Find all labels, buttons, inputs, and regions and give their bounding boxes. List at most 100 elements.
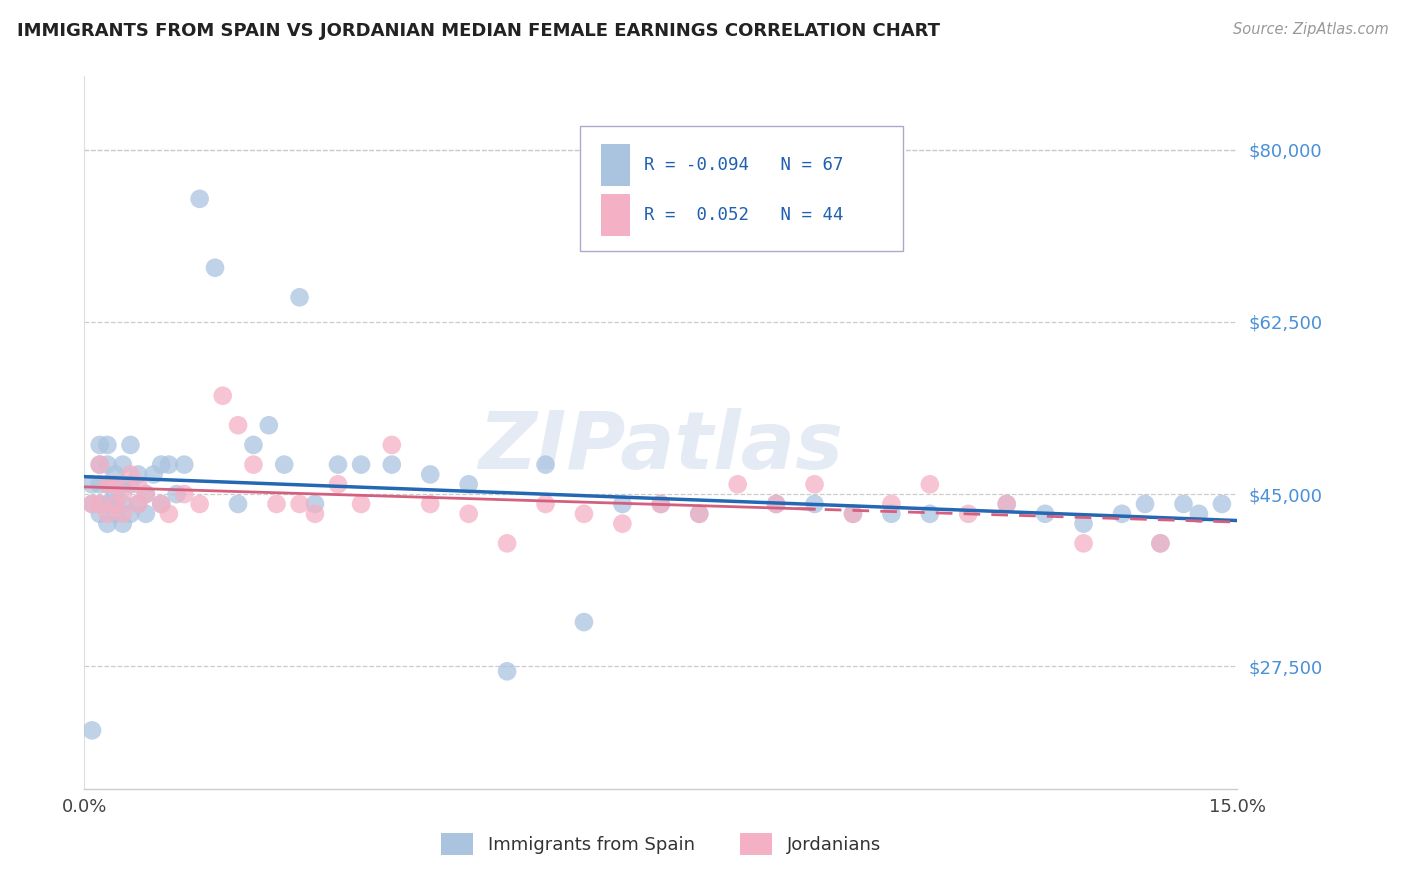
Point bbox=[120, 507, 142, 521]
Point bbox=[288, 497, 311, 511]
Point bbox=[104, 487, 127, 501]
Point bbox=[842, 507, 865, 521]
Point bbox=[120, 477, 142, 491]
Point bbox=[96, 516, 118, 531]
Point bbox=[157, 507, 180, 521]
FancyBboxPatch shape bbox=[600, 144, 630, 186]
Point bbox=[257, 418, 280, 433]
Point bbox=[612, 516, 634, 531]
Point bbox=[135, 507, 157, 521]
Point bbox=[80, 477, 103, 491]
Point bbox=[326, 477, 349, 491]
Point bbox=[120, 438, 142, 452]
Point bbox=[96, 507, 118, 521]
Point bbox=[188, 192, 211, 206]
Point bbox=[96, 477, 118, 491]
Point bbox=[304, 497, 326, 511]
Point bbox=[89, 458, 111, 472]
Point bbox=[534, 497, 557, 511]
Point bbox=[104, 467, 127, 482]
Point bbox=[688, 507, 710, 521]
Point bbox=[111, 477, 134, 491]
Point bbox=[135, 487, 157, 501]
Point bbox=[188, 497, 211, 511]
Point bbox=[89, 497, 111, 511]
Point bbox=[995, 497, 1018, 511]
FancyBboxPatch shape bbox=[581, 126, 903, 251]
Point bbox=[89, 477, 111, 491]
Point bbox=[266, 497, 288, 511]
Point bbox=[1149, 536, 1171, 550]
Point bbox=[127, 497, 149, 511]
Point bbox=[880, 497, 903, 511]
Point bbox=[1133, 497, 1156, 511]
Point bbox=[381, 458, 404, 472]
Point bbox=[1111, 507, 1133, 521]
Point bbox=[157, 458, 180, 472]
Point bbox=[288, 290, 311, 304]
Point bbox=[150, 497, 173, 511]
Point bbox=[1033, 507, 1056, 521]
Point bbox=[127, 477, 149, 491]
Point bbox=[111, 458, 134, 472]
Point bbox=[842, 507, 865, 521]
Point bbox=[957, 507, 980, 521]
Point bbox=[1073, 516, 1095, 531]
Point bbox=[111, 507, 134, 521]
Point bbox=[104, 507, 127, 521]
Point bbox=[89, 458, 111, 472]
Point bbox=[120, 467, 142, 482]
Point bbox=[242, 458, 264, 472]
Point bbox=[111, 487, 134, 501]
Point bbox=[457, 507, 479, 521]
Text: ZIPatlas: ZIPatlas bbox=[478, 408, 844, 486]
Point bbox=[572, 507, 595, 521]
Point bbox=[612, 497, 634, 511]
Point bbox=[419, 467, 441, 482]
Point bbox=[650, 497, 672, 511]
Point bbox=[89, 497, 111, 511]
Point bbox=[96, 438, 118, 452]
Point bbox=[765, 497, 787, 511]
Point bbox=[142, 467, 165, 482]
Point bbox=[111, 516, 134, 531]
Point bbox=[173, 487, 195, 501]
Point bbox=[995, 497, 1018, 511]
Point bbox=[150, 497, 173, 511]
Point bbox=[727, 477, 749, 491]
Text: Source: ZipAtlas.com: Source: ZipAtlas.com bbox=[1233, 22, 1389, 37]
Point bbox=[496, 536, 519, 550]
Point bbox=[326, 458, 349, 472]
Point bbox=[273, 458, 295, 472]
Text: R = -0.094   N = 67: R = -0.094 N = 67 bbox=[644, 156, 844, 174]
Text: IMMIGRANTS FROM SPAIN VS JORDANIAN MEDIAN FEMALE EARNINGS CORRELATION CHART: IMMIGRANTS FROM SPAIN VS JORDANIAN MEDIA… bbox=[17, 22, 939, 40]
Point bbox=[1173, 497, 1195, 511]
Point bbox=[1188, 507, 1211, 521]
Point bbox=[89, 438, 111, 452]
Point bbox=[1149, 536, 1171, 550]
Point bbox=[135, 487, 157, 501]
Point bbox=[89, 507, 111, 521]
Point bbox=[127, 467, 149, 482]
Point bbox=[1211, 497, 1233, 511]
Point bbox=[803, 477, 825, 491]
Point bbox=[104, 497, 127, 511]
Point bbox=[80, 497, 103, 511]
Point bbox=[150, 458, 173, 472]
Point bbox=[534, 458, 557, 472]
Point bbox=[304, 507, 326, 521]
Point bbox=[104, 477, 127, 491]
Point bbox=[104, 497, 127, 511]
Point bbox=[96, 458, 118, 472]
Point bbox=[80, 497, 103, 511]
Point bbox=[211, 389, 233, 403]
Point bbox=[419, 497, 441, 511]
FancyBboxPatch shape bbox=[600, 194, 630, 236]
Point bbox=[765, 497, 787, 511]
Text: R =  0.052   N = 44: R = 0.052 N = 44 bbox=[644, 206, 844, 224]
Point bbox=[166, 487, 188, 501]
Point bbox=[242, 438, 264, 452]
Point bbox=[173, 458, 195, 472]
Point bbox=[803, 497, 825, 511]
Point bbox=[226, 418, 249, 433]
